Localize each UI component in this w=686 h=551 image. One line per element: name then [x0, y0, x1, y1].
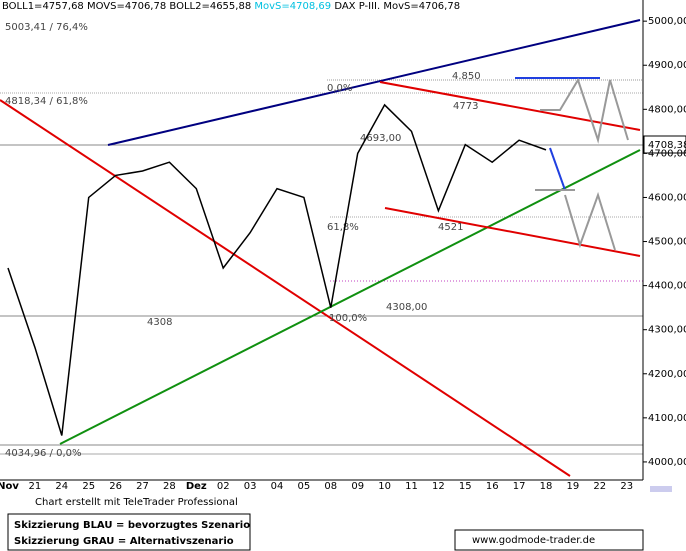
x-tick-label: 02 — [217, 481, 230, 492]
x-tick-label: 17 — [513, 481, 526, 492]
legend-box — [7, 513, 251, 551]
legend-note: Skizzierung BLAU = bevorzugtes Szenario — [14, 520, 250, 531]
y-tick-label: 4000,00 — [648, 457, 686, 468]
trend-line — [59, 149, 641, 445]
x-tick-label: 15 — [459, 481, 472, 492]
header-part: DAX P-III. MovS=4706,78 — [334, 1, 460, 12]
header: BOLL1=4757,68 MOVS=4706,78 BOLL2=4655,88… — [2, 1, 460, 12]
x-tick-label: 03 — [244, 481, 257, 492]
x-tick-label: Dez — [186, 481, 207, 492]
annotation: 4773 — [453, 101, 478, 112]
scenario-line — [540, 77, 629, 144]
x-tick-label: 27 — [136, 481, 149, 492]
website: www.godmode-trader.de — [472, 535, 595, 546]
x-tick-label: 16 — [486, 481, 499, 492]
annotation: 61,8% — [327, 222, 359, 233]
credit: Chart erstellt mit TeleTrader Profession… — [35, 497, 238, 508]
x-tick-label: 09 — [351, 481, 364, 492]
last-price-label: 4708,38 — [648, 140, 686, 151]
x-tick-label: 22 — [593, 481, 606, 492]
header-part: MovS=4708,69 — [254, 1, 331, 12]
x-tick-label: 18 — [540, 481, 553, 492]
y-tick-label: 4300,00 — [648, 325, 686, 336]
x-tick-label: 05 — [298, 481, 311, 492]
y-tick-label: 4400,00 — [648, 281, 686, 292]
y-tick-label: 4900,00 — [648, 60, 686, 71]
annotation: 4308 — [147, 317, 172, 328]
price-box — [643, 135, 686, 154]
y-tick-label: 4700,00 — [648, 148, 686, 159]
icon — [650, 486, 672, 492]
annotation: 4.850 — [452, 71, 481, 82]
annotation: 4818,34 / 61,8% — [5, 96, 88, 107]
website-box — [454, 529, 644, 551]
annotation: 4693,00 — [360, 133, 401, 144]
x-tick-label: 11 — [405, 481, 418, 492]
x-tick-label: 26 — [109, 481, 122, 492]
trend-line — [384, 207, 641, 257]
y-tick-label: 4600,00 — [648, 192, 686, 203]
trend-lines — [0, 19, 641, 477]
y-tick-label: 4200,00 — [648, 369, 686, 380]
trend-line — [0, 99, 571, 477]
trend-line — [107, 19, 641, 146]
y-tick-label: 5000,00 — [648, 16, 686, 27]
annotation: 100,0% — [329, 313, 367, 324]
y-tick-label: 4800,00 — [648, 104, 686, 115]
x-tick-label: 21 — [29, 481, 42, 492]
price-line — [7, 103, 547, 436]
y-tick-label: 4500,00 — [648, 237, 686, 248]
x-tick-label: 10 — [378, 481, 391, 492]
trend-line — [379, 81, 641, 131]
scenario-line — [564, 191, 616, 251]
y-tick-label: 4100,00 — [648, 413, 686, 424]
scenario-line — [549, 147, 566, 191]
annotation: 4034,96 / 0,0% — [5, 448, 81, 459]
x-tick-label: Nov — [0, 481, 19, 492]
x-tick-label: 12 — [432, 481, 445, 492]
x-tick-label: 08 — [324, 481, 337, 492]
level-lines — [0, 79, 643, 455]
annotation: 4521 — [438, 222, 463, 233]
annotation: 5003,41 / 76,4% — [5, 22, 88, 33]
annotation: 0,0% — [327, 83, 352, 94]
legend-note: Skizzierung GRAU = Alternativszenario — [14, 536, 234, 547]
x-tick-label: 28 — [163, 481, 176, 492]
x-tick-label: 04 — [271, 481, 284, 492]
x-tick-label: 25 — [82, 481, 95, 492]
annotation: 4308,00 — [386, 302, 427, 313]
x-tick-label: 24 — [55, 481, 68, 492]
header-part: BOLL1=4757,68 MOVS=4706,78 BOLL2=4655,88 — [2, 1, 251, 12]
x-tick-label: 19 — [567, 481, 580, 492]
x-tick-label: 23 — [620, 481, 633, 492]
